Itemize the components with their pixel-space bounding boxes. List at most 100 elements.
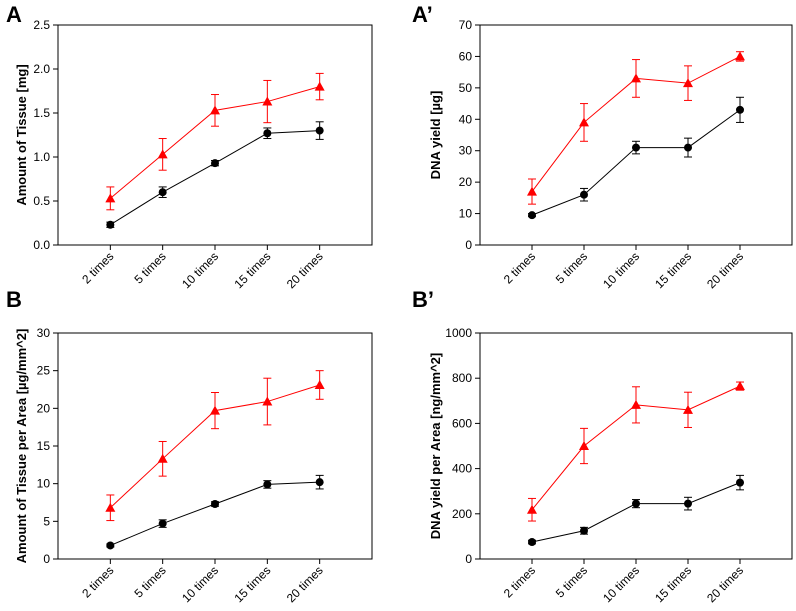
data-point-red xyxy=(631,73,641,83)
series-line-black xyxy=(531,109,741,216)
y-tick-label: 800 xyxy=(452,371,472,385)
x-tick-label: 2 times xyxy=(79,249,116,286)
data-point-red xyxy=(735,51,745,61)
chart-panel-b: B 0 5 10 15 20 25 30 2 times 5 times 10 times 15 ti… xyxy=(6,287,373,605)
data-point-red xyxy=(210,105,220,115)
data-point-red xyxy=(735,381,745,391)
data-point-black xyxy=(580,526,588,535)
data-point-red xyxy=(105,193,116,203)
data-point-red xyxy=(683,404,693,414)
panel-label: B’ xyxy=(412,287,434,312)
data-point-red xyxy=(157,149,168,159)
y-tick-label: 0 xyxy=(465,552,472,566)
x-tick-label: 15 times xyxy=(652,563,694,605)
x-tick-label: 2 times xyxy=(501,563,538,600)
y-tick-label: 5 xyxy=(43,514,50,528)
x-tick-label: 5 times xyxy=(553,249,590,286)
y-tick-label: 10 xyxy=(37,477,51,491)
series-line-black xyxy=(531,482,741,543)
chart-panel-a: A 0.0 0.5 1.0 1.5 2.0 2.5 2 times 5 times 10 time… xyxy=(6,2,373,291)
x-tick-label: 2 times xyxy=(79,563,116,600)
data-point-black xyxy=(263,129,272,138)
y-axis-title: Amount of Tissue per Area [µg/mm^2] xyxy=(14,329,29,564)
y-tick-label: 25 xyxy=(37,364,51,378)
y-tick-label: 400 xyxy=(452,462,472,476)
data-point-red xyxy=(262,396,273,406)
y-tick-label: 0 xyxy=(43,552,50,566)
y-tick-label: 2.5 xyxy=(33,18,50,32)
data-point-black xyxy=(211,159,219,168)
y-tick-label: 1.5 xyxy=(33,106,50,120)
data-point-black xyxy=(528,538,536,547)
x-tick-label: 5 times xyxy=(553,563,590,600)
panel-label: A’ xyxy=(412,2,433,27)
chart-panel-a-prime: A’ 0 10 20 30 40 50 60 70 2 times 5 times 10 times 1… xyxy=(412,2,793,291)
data-point-black xyxy=(632,499,640,508)
plot-frame xyxy=(57,332,373,560)
panel-label: A xyxy=(6,2,22,27)
data-point-red xyxy=(157,453,168,463)
data-point-red xyxy=(527,186,537,196)
series-line-black xyxy=(110,481,320,546)
data-point-black xyxy=(684,143,692,152)
x-tick-label: 20 times xyxy=(284,563,326,605)
y-tick-label: 60 xyxy=(459,49,473,63)
y-axis-title: Amount of Tissue [mg] xyxy=(14,64,29,205)
y-tick-label: 200 xyxy=(452,507,472,521)
x-tick-label: 15 times xyxy=(652,249,694,291)
data-point-black xyxy=(736,478,744,487)
x-tick-label: 10 times xyxy=(179,249,221,291)
y-tick-label: 600 xyxy=(452,416,472,430)
data-point-red xyxy=(105,502,116,512)
data-point-red xyxy=(314,81,325,91)
data-point-black xyxy=(211,500,219,509)
y-tick-label: 40 xyxy=(459,112,473,126)
data-point-red xyxy=(683,78,693,88)
y-tick-label: 20 xyxy=(459,175,473,189)
data-point-red xyxy=(314,379,325,389)
data-point-black xyxy=(263,480,272,489)
y-tick-label: 1.0 xyxy=(33,150,50,164)
y-tick-label: 2.0 xyxy=(33,62,50,76)
data-point-black xyxy=(632,143,640,152)
x-tick-label: 2 times xyxy=(501,249,538,286)
data-point-black xyxy=(158,188,167,197)
y-tick-label: 0.5 xyxy=(33,194,50,208)
panel-label: B xyxy=(6,287,22,312)
x-tick-label: 20 times xyxy=(284,249,326,291)
y-tick-label: 1000 xyxy=(445,326,472,340)
y-tick-label: 30 xyxy=(459,144,473,158)
x-tick-label: 20 times xyxy=(704,563,746,605)
data-point-black xyxy=(315,478,324,487)
x-tick-label: 10 times xyxy=(600,563,642,605)
plot-frame xyxy=(57,24,373,246)
data-point-red xyxy=(527,504,537,514)
y-tick-label: 10 xyxy=(459,207,473,221)
x-tick-label: 20 times xyxy=(704,249,746,291)
data-point-black xyxy=(106,541,115,550)
data-point-red xyxy=(631,399,641,409)
series-line-black xyxy=(110,130,320,226)
y-tick-label: 20 xyxy=(37,401,51,415)
x-tick-label: 15 times xyxy=(231,249,273,291)
data-point-red xyxy=(210,405,220,415)
x-tick-label: 10 times xyxy=(179,563,221,605)
x-tick-label: 5 times xyxy=(132,249,169,286)
data-point-black xyxy=(684,499,692,508)
data-point-black xyxy=(528,211,536,220)
plot-frame xyxy=(479,332,793,560)
data-point-black xyxy=(158,519,167,528)
y-tick-label: 0 xyxy=(465,238,472,252)
data-point-red xyxy=(262,96,273,106)
y-tick-label: 30 xyxy=(37,326,51,340)
y-tick-label: 70 xyxy=(459,18,473,32)
y-tick-label: 0.0 xyxy=(33,238,50,252)
data-point-black xyxy=(106,220,115,229)
data-point-red xyxy=(579,441,589,450)
data-point-black xyxy=(736,105,744,114)
y-axis-title: DNA yield per Area [ng/mm^2] xyxy=(428,353,443,540)
x-tick-label: 5 times xyxy=(132,563,169,600)
y-tick-label: 15 xyxy=(37,439,51,453)
x-tick-label: 15 times xyxy=(231,563,273,605)
